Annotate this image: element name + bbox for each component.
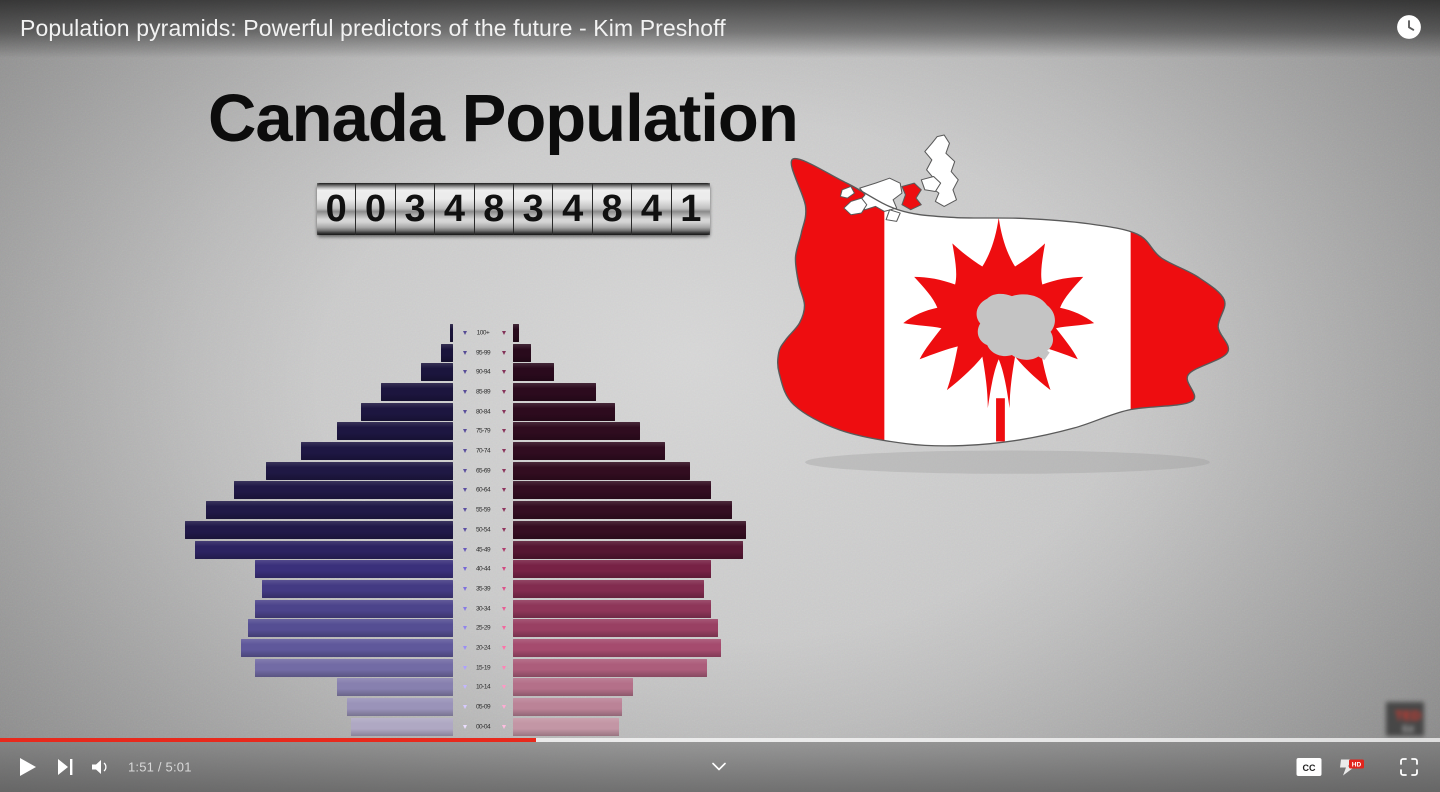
svg-text:CC: CC (1303, 763, 1316, 773)
svg-text:Ed: Ed (1402, 724, 1413, 734)
svg-text:TED: TED (1395, 708, 1421, 723)
svg-text:HD: HD (1352, 762, 1362, 769)
